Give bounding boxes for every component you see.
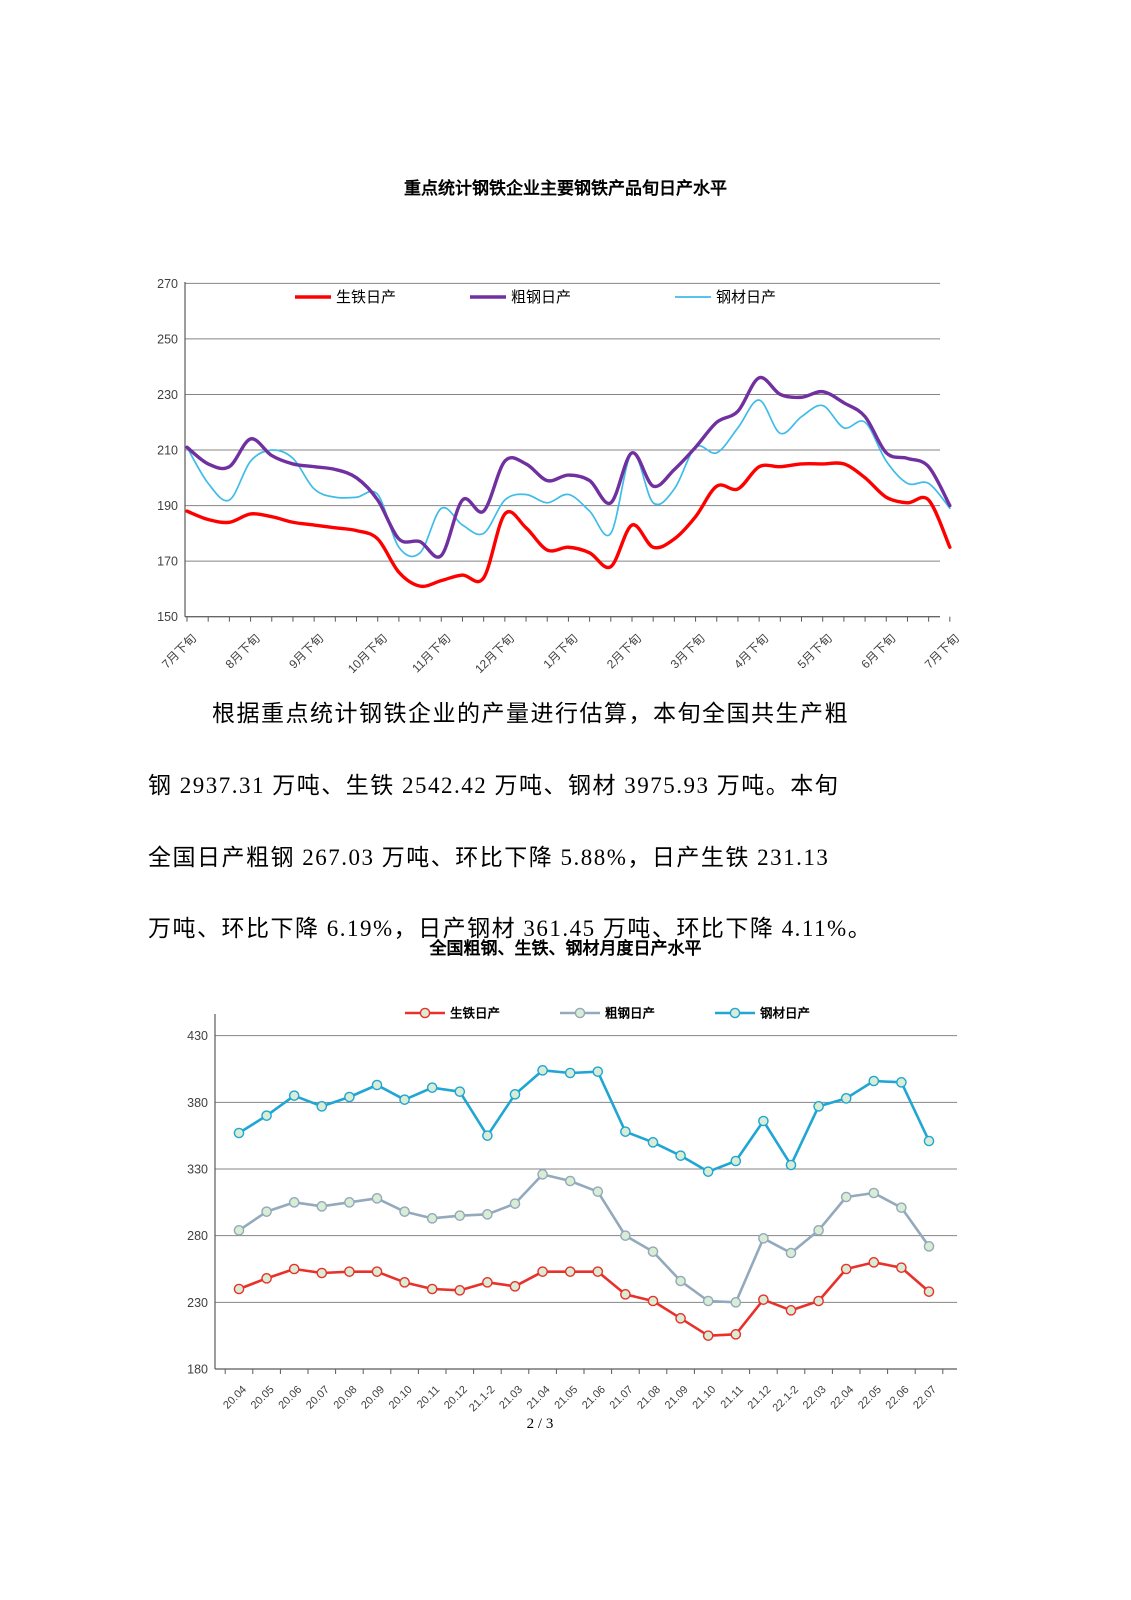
paragraph-line: 钢 2937.31 万吨、生铁 2542.42 万吨、钢材 3975.93 万吨… (148, 773, 840, 798)
paragraph-line: 万吨、环比下降 6.19%，日产钢材 361.45 万吨、环比下降 4.11%。 (148, 916, 873, 941)
svg-text:11月下旬: 11月下旬 (409, 631, 453, 675)
svg-text:5月下旬: 5月下旬 (795, 631, 835, 671)
svg-text:7月下旬: 7月下旬 (159, 631, 199, 671)
svg-text:21.04: 21.04 (525, 1384, 553, 1412)
svg-text:22.03: 22.03 (801, 1384, 829, 1412)
svg-text:430: 430 (187, 1029, 208, 1043)
tenday-production-chart: 150 170 190 210 230 250 270 7月下旬 8月下旬 9月下旬 10月下旬 11… (157, 277, 962, 676)
svg-text:7月下旬: 7月下旬 (922, 631, 962, 671)
svg-text:21.12: 21.12 (746, 1384, 774, 1412)
svg-text:330: 330 (187, 1163, 208, 1177)
svg-text:380: 380 (187, 1096, 208, 1110)
svg-text:230: 230 (187, 1296, 208, 1310)
svg-text:250: 250 (157, 332, 178, 346)
legend-label: 生铁日产 (336, 289, 396, 306)
svg-text:20.04: 20.04 (221, 1384, 249, 1412)
svg-text:150: 150 (157, 610, 178, 624)
svg-text:21.11: 21.11 (719, 1384, 746, 1411)
monthly-chart-title: 全国粗钢、生铁、钢材月度日产水平 (429, 939, 702, 958)
svg-text:4月下旬: 4月下旬 (731, 631, 771, 671)
svg-text:22.1-2: 22.1-2 (771, 1384, 802, 1415)
svg-text:22.05: 22.05 (856, 1384, 884, 1412)
svg-text:20.11: 20.11 (415, 1384, 442, 1411)
svg-text:21.08: 21.08 (635, 1384, 663, 1412)
svg-text:8月下旬: 8月下旬 (223, 631, 263, 671)
svg-text:170: 170 (157, 555, 178, 569)
svg-text:21.1-2: 21.1-2 (467, 1384, 498, 1415)
svg-text:230: 230 (157, 388, 178, 402)
svg-text:22.07: 22.07 (911, 1384, 939, 1412)
svg-text:20.09: 20.09 (359, 1384, 387, 1412)
paragraph-line: 根据重点统计钢铁企业的产量进行估算，本旬全国共生产粗 (212, 701, 849, 726)
svg-text:280: 280 (187, 1229, 208, 1243)
svg-text:21.07: 21.07 (608, 1384, 636, 1412)
tenday-chart-title: 重点统计钢铁企业主要钢铁产品旬日产水平 (404, 179, 727, 198)
svg-text:270: 270 (157, 277, 178, 291)
svg-text:20.05: 20.05 (249, 1384, 277, 1412)
svg-text:12月下旬: 12月下旬 (472, 631, 517, 676)
svg-text:22.04: 22.04 (828, 1384, 856, 1412)
svg-text:20.10: 20.10 (387, 1384, 415, 1412)
svg-text:2月下旬: 2月下旬 (604, 631, 644, 671)
svg-text:20.08: 20.08 (332, 1384, 360, 1412)
legend-label: 粗钢日产 (511, 289, 571, 306)
svg-text:190: 190 (157, 499, 178, 513)
svg-text:21.06: 21.06 (580, 1384, 608, 1412)
svg-text:21.09: 21.09 (663, 1384, 691, 1412)
svg-text:9月下旬: 9月下旬 (286, 631, 326, 671)
svg-text:6月下旬: 6月下旬 (858, 631, 898, 671)
svg-text:22.06: 22.06 (884, 1384, 912, 1412)
svg-text:180: 180 (187, 1363, 208, 1377)
svg-text:20.06: 20.06 (276, 1384, 304, 1412)
legend-label: 粗钢日产 (605, 1006, 655, 1021)
legend-label: 钢材日产 (716, 289, 776, 306)
svg-text:10月下旬: 10月下旬 (345, 631, 390, 676)
paragraph-line: 全国日产粗钢 267.03 万吨、环比下降 5.88%，日产生铁 231.13 (148, 845, 830, 870)
legend-label: 生铁日产 (450, 1006, 500, 1021)
svg-text:210: 210 (157, 444, 178, 458)
svg-text:20.12: 20.12 (442, 1384, 470, 1412)
svg-text:21.03: 21.03 (497, 1384, 525, 1412)
svg-text:21.10: 21.10 (690, 1384, 718, 1412)
svg-text:1月下旬: 1月下旬 (540, 631, 580, 671)
page-number: 2 / 3 (526, 1416, 554, 1432)
svg-text:21.05: 21.05 (552, 1384, 580, 1412)
legend-label: 钢材日产 (760, 1006, 810, 1021)
svg-text:20.07: 20.07 (304, 1384, 332, 1412)
svg-text:3月下旬: 3月下旬 (668, 631, 708, 671)
